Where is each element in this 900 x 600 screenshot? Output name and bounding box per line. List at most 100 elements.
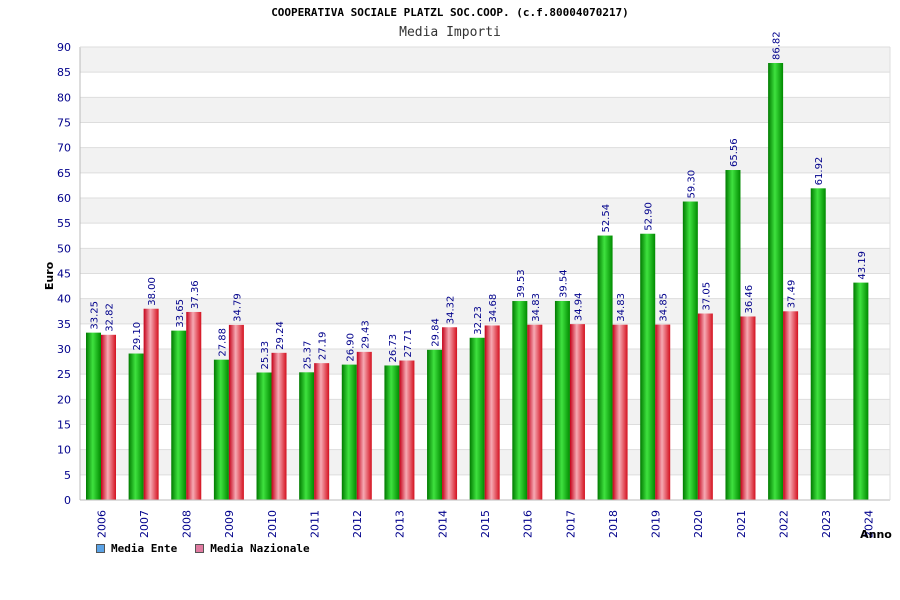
x-tick-label: 2023 <box>820 510 833 538</box>
y-tick-label: 0 <box>64 494 71 507</box>
data-label: 43.19 <box>857 251 868 280</box>
chart-subtitle: Media Importi <box>399 25 501 40</box>
bar-media-nazionale <box>527 324 543 500</box>
bar-media-nazionale <box>101 334 116 500</box>
grid-band <box>80 122 890 148</box>
grid-band <box>80 198 890 224</box>
data-label: 29.24 <box>275 321 286 350</box>
bar-media-ente <box>128 353 144 500</box>
x-tick-label: 2011 <box>308 510 321 538</box>
x-tick-label: 2020 <box>692 510 705 538</box>
bar-media-ente <box>384 365 400 500</box>
bar-media-nazionale <box>314 363 330 500</box>
y-tick-label: 85 <box>57 66 71 79</box>
x-tick-label: 2016 <box>522 510 535 538</box>
bar-media-ente <box>171 330 187 500</box>
bar-media-nazionale <box>442 327 458 500</box>
data-label: 25.33 <box>260 341 271 370</box>
bar-media-nazionale <box>569 324 585 500</box>
bar-media-nazionale <box>484 325 500 500</box>
chart-title: COOPERATIVA SOCIALE PLATZL SOC.COOP. (c.… <box>271 6 629 19</box>
data-label: 39.53 <box>516 269 527 298</box>
bar-media-ente <box>512 301 528 500</box>
data-label: 26.90 <box>345 333 356 362</box>
x-tick-label: 2014 <box>436 510 449 538</box>
x-tick-label: 2008 <box>181 510 194 538</box>
y-tick-label: 5 <box>64 469 71 482</box>
grid-band <box>80 172 890 198</box>
bar-media-nazionale <box>271 352 287 500</box>
x-tick-label: 2024 <box>863 510 876 538</box>
data-label: 27.19 <box>318 332 329 361</box>
data-label: 33.25 <box>90 301 101 330</box>
grid-band <box>80 47 890 73</box>
bar-media-ente <box>427 349 443 500</box>
data-label: 37.36 <box>190 280 201 309</box>
y-tick-label: 35 <box>57 318 71 331</box>
data-label: 27.71 <box>403 329 414 358</box>
data-label: 34.85 <box>659 293 670 322</box>
bar-media-nazionale <box>697 313 713 500</box>
y-tick-label: 70 <box>57 142 71 155</box>
data-label: 38.00 <box>147 277 158 306</box>
y-tick-label: 65 <box>57 167 71 180</box>
bar-media-ente <box>725 170 741 501</box>
data-label: 29.10 <box>132 322 143 351</box>
bar-media-ente <box>682 201 698 501</box>
data-label: 34.83 <box>531 293 542 322</box>
bar-media-ente <box>768 63 784 500</box>
y-tick-label: 75 <box>57 117 71 130</box>
data-label: 37.49 <box>787 280 798 309</box>
bar-media-ente <box>640 233 656 500</box>
y-tick-label: 40 <box>57 293 71 306</box>
data-label: 36.46 <box>744 285 755 314</box>
data-label: 32.82 <box>105 303 116 332</box>
y-tick-label: 45 <box>57 268 71 281</box>
y-axis-label: Euro <box>43 261 56 290</box>
data-label: 26.73 <box>388 334 399 363</box>
x-tick-label: 2015 <box>479 510 492 538</box>
x-tick-label: 2009 <box>223 510 236 538</box>
y-tick-label: 15 <box>57 419 71 432</box>
data-label: 25.37 <box>303 341 314 370</box>
bar-media-nazionale <box>612 324 628 500</box>
x-tick-label: 2006 <box>95 510 108 538</box>
y-tick-label: 60 <box>57 192 71 205</box>
legend-label-media-ente: Media Ente <box>111 542 178 555</box>
data-label: 27.88 <box>217 328 228 357</box>
bar-media-nazionale <box>186 311 202 500</box>
y-tick-label: 20 <box>57 393 71 406</box>
data-label: 52.54 <box>601 204 612 233</box>
bar-media-nazionale <box>356 351 372 500</box>
data-label: 86.82 <box>772 31 783 60</box>
bar-media-nazionale <box>143 308 159 500</box>
grid-band <box>80 147 890 173</box>
data-label: 34.68 <box>488 294 499 323</box>
data-label: 33.65 <box>175 299 186 328</box>
bar-media-ente <box>853 282 869 500</box>
bar-media-ente <box>469 337 485 500</box>
bar-media-ente <box>554 300 570 500</box>
bar-media-nazionale <box>740 316 756 500</box>
data-label: 29.43 <box>360 320 371 349</box>
y-tick-label: 10 <box>57 444 71 457</box>
x-axis-label: Anno <box>860 528 892 541</box>
x-tick-label: 2019 <box>650 510 663 538</box>
legend-item-media-ente: Media Ente <box>96 542 177 555</box>
y-tick-label: 50 <box>57 242 71 255</box>
bar-media-ente <box>213 359 229 500</box>
bar-media-nazionale <box>228 324 244 500</box>
bar-media-ente <box>86 332 101 500</box>
y-tick-label: 55 <box>57 217 71 230</box>
legend: Media Ente Media Nazionale <box>96 542 310 555</box>
data-label: 37.05 <box>701 282 712 311</box>
bar-media-nazionale <box>783 311 799 500</box>
data-label: 34.94 <box>573 292 584 321</box>
bar-media-ente <box>597 235 613 501</box>
data-label: 59.30 <box>686 170 697 199</box>
grid-band <box>80 273 890 299</box>
bar-media-ente <box>341 364 357 500</box>
legend-swatch-media-ente <box>96 544 105 553</box>
